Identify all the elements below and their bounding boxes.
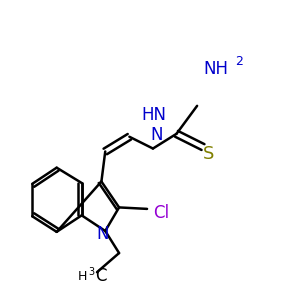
Text: HN: HN	[141, 106, 166, 124]
Text: 3: 3	[89, 267, 95, 277]
Text: S: S	[203, 145, 214, 163]
Text: H: H	[77, 269, 87, 283]
Text: Cl: Cl	[153, 204, 169, 222]
Text: NH: NH	[203, 60, 228, 78]
Text: N: N	[150, 126, 163, 144]
Text: N: N	[97, 225, 109, 243]
Text: C: C	[95, 267, 107, 285]
Text: 2: 2	[236, 55, 243, 68]
